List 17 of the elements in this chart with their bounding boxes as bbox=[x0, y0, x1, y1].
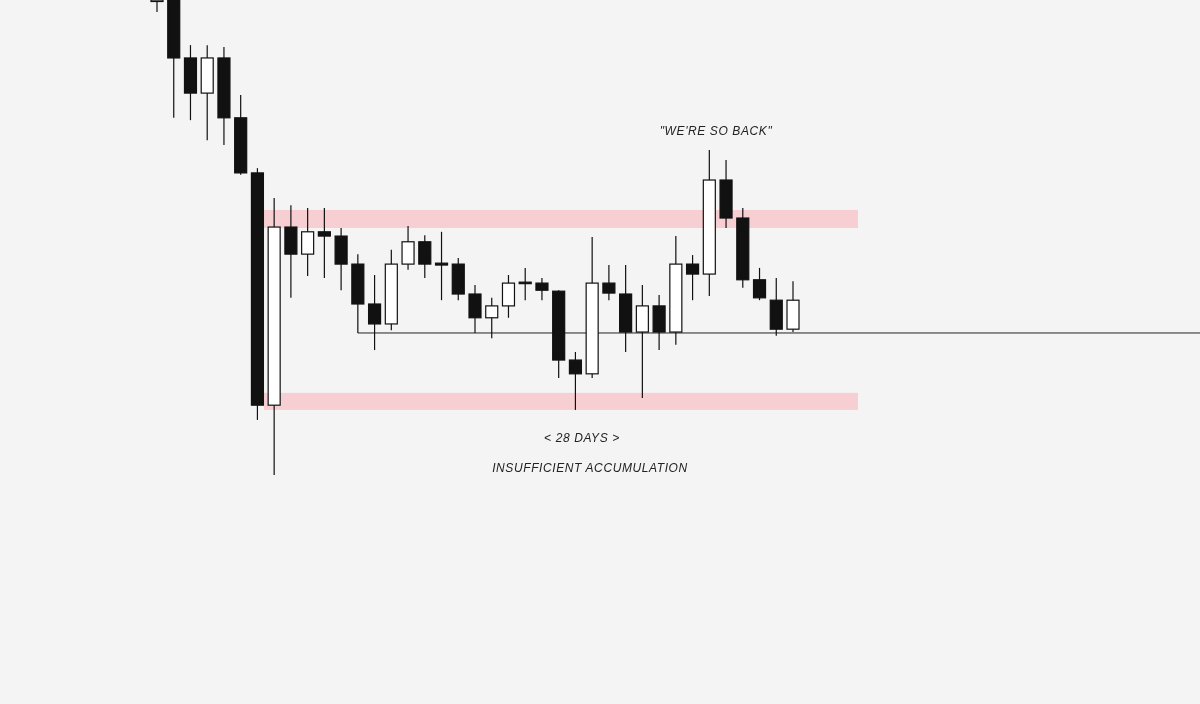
candlestick bbox=[434, 231, 449, 301]
candlestick bbox=[752, 267, 767, 301]
candlestick bbox=[301, 207, 315, 277]
candlestick bbox=[401, 225, 415, 271]
candlestick bbox=[685, 254, 700, 301]
candlestick bbox=[485, 297, 499, 339]
candlestick bbox=[535, 277, 549, 301]
annotation: INSUFFICIENT ACCUMULATION bbox=[492, 461, 688, 475]
annotation: < 28 DAYS > bbox=[544, 431, 620, 445]
candlestick bbox=[418, 234, 432, 279]
candlestick bbox=[501, 274, 516, 319]
candlestick bbox=[602, 264, 616, 301]
candlestick bbox=[568, 351, 583, 411]
annotation: "WE'RE SO BACK" bbox=[659, 124, 773, 138]
candlestick bbox=[468, 284, 482, 334]
candlestick bbox=[367, 274, 382, 351]
candlestick bbox=[317, 207, 331, 279]
